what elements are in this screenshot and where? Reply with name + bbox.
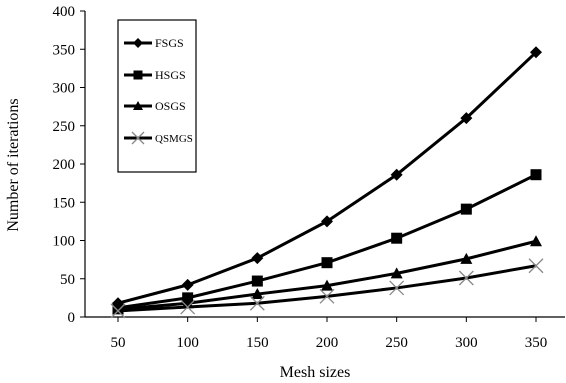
legend-swatch-marker (131, 131, 145, 145)
legend-swatch-marker (133, 101, 143, 110)
x-marker-stroke (389, 280, 405, 296)
y-tick-label: 0 (68, 310, 76, 326)
x-tick-label: 350 (525, 335, 548, 351)
x-tick-label: 300 (455, 335, 478, 351)
data-point-x (110, 303, 126, 319)
legend-label: FSGS (155, 36, 184, 50)
data-point-diamond (530, 46, 542, 59)
legend-entry-qsmgs: QSMGS (124, 131, 193, 145)
legend-entry-osgs: OSGS (124, 99, 186, 113)
legend-entry-hsgs: HSGS (124, 68, 186, 82)
data-point-x (180, 299, 196, 315)
x-tick-label: 200 (316, 335, 339, 351)
y-tick-label: 250 (53, 119, 76, 135)
data-point-square (251, 275, 263, 287)
data-point-square (460, 203, 472, 215)
x-tick-label: 50 (111, 335, 126, 351)
legend-swatch-marker (133, 70, 143, 80)
series-qsmgs (110, 258, 544, 319)
legend-label: OSGS (155, 99, 186, 113)
x-tick-label: 150 (246, 335, 269, 351)
x-marker-stroke (131, 131, 145, 145)
y-tick-label: 200 (53, 157, 76, 173)
legend-label: QSMGS (155, 133, 193, 145)
data-point-diamond (460, 112, 473, 125)
legend-box (117, 19, 197, 173)
data-point-diamond (390, 168, 403, 181)
data-point-square (391, 232, 403, 244)
y-axis-label: Number of iterations (5, 98, 22, 231)
tick-labels: 0 50 100 150 200 250 300 350 400 50 100 150 200 250 30… (53, 4, 548, 351)
data-point-triangle (530, 235, 542, 247)
x-marker-stroke (110, 303, 126, 319)
data-point-square (321, 257, 333, 269)
legend-swatch-marker (133, 38, 143, 48)
x-marker-stroke (458, 270, 474, 286)
y-tick-label: 400 (53, 4, 76, 20)
y-tick-label: 100 (53, 234, 76, 250)
x-marker-stroke (180, 299, 196, 315)
x-tick-label: 100 (176, 335, 199, 351)
data-point-x (389, 280, 405, 296)
x-marker-stroke (528, 258, 544, 274)
data-point-x (319, 288, 335, 304)
data-point-x (249, 295, 265, 311)
data-point-triangle (460, 252, 473, 264)
data-point-diamond (251, 252, 264, 265)
y-tick-label: 150 (53, 195, 76, 211)
data-point-triangle (321, 279, 333, 291)
data-point-square (530, 169, 542, 181)
legend-label: HSGS (155, 68, 186, 82)
x-axis-label: Mesh sizes (280, 364, 351, 381)
data-point-x (458, 270, 474, 286)
legend-entry-fsgs: FSGS (124, 36, 184, 50)
data-point-diamond (321, 215, 333, 228)
data-point-diamond (181, 278, 194, 291)
y-tick-label: 50 (60, 272, 75, 288)
series-layer (110, 46, 544, 319)
axes (80, 10, 565, 322)
x-tick-label: 250 (385, 335, 408, 351)
data-point-triangle (251, 288, 264, 300)
y-tick-label: 300 (53, 81, 76, 97)
data-point-x (528, 258, 544, 274)
legend: FSGS HSGS OSGS QSMGS (117, 19, 197, 173)
x-marker-stroke (319, 288, 335, 304)
x-marker-stroke (249, 295, 265, 311)
y-tick-label: 350 (53, 42, 76, 58)
data-point-triangle (390, 267, 403, 279)
series-hsgs (112, 169, 542, 314)
